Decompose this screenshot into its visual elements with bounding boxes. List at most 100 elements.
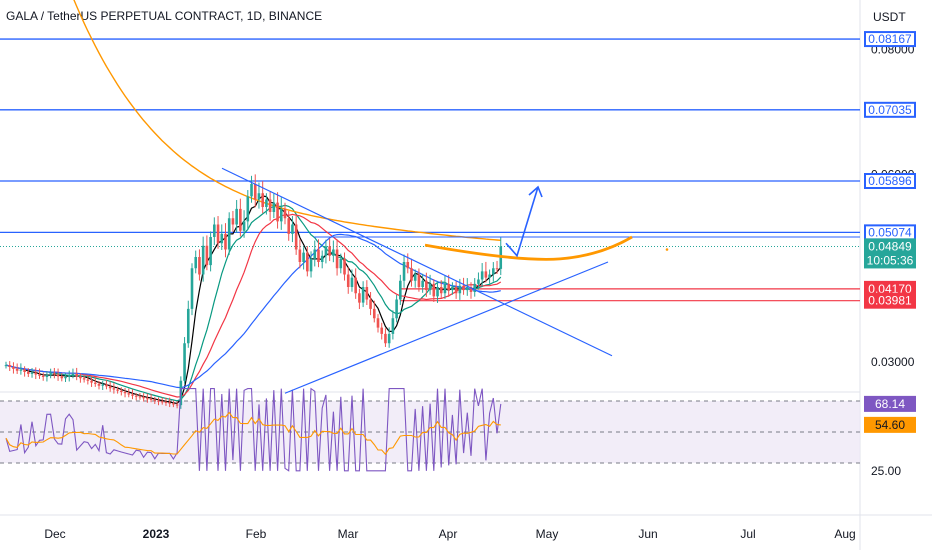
currency-label: USDT bbox=[873, 10, 906, 24]
candle-body bbox=[160, 401, 164, 403]
candle-body bbox=[164, 402, 168, 403]
candle-body bbox=[276, 202, 279, 222]
candle-body bbox=[265, 199, 268, 207]
candle-body bbox=[38, 374, 41, 376]
price-tag-badge bbox=[864, 292, 916, 309]
candle-body bbox=[384, 333, 387, 344]
interval[interactable]: 1D bbox=[246, 9, 263, 23]
price-tag-label: 0.04170 bbox=[868, 282, 912, 296]
candle-body bbox=[213, 224, 216, 237]
candle-body bbox=[313, 249, 317, 259]
candle-body bbox=[97, 383, 101, 386]
candle-body bbox=[112, 388, 116, 390]
candle-body bbox=[320, 255, 324, 262]
candle-body bbox=[294, 224, 298, 250]
candle-body bbox=[79, 376, 82, 379]
candle-body bbox=[120, 390, 123, 392]
candle-body bbox=[67, 375, 71, 377]
candle-body bbox=[421, 280, 424, 287]
candle-body bbox=[242, 221, 246, 231]
candle-body bbox=[53, 373, 56, 375]
price-tag-inner bbox=[866, 175, 914, 187]
candle-body bbox=[413, 274, 417, 281]
candle-body bbox=[201, 245, 205, 275]
projection-curve bbox=[424, 235, 633, 261]
candle-body bbox=[365, 287, 369, 300]
candle-body bbox=[34, 372, 38, 375]
candle-body bbox=[194, 257, 198, 269]
candle-body bbox=[168, 402, 171, 404]
candle-body bbox=[488, 274, 491, 278]
time-tick-label: Apr bbox=[439, 527, 458, 541]
exchange: BINANCE bbox=[268, 9, 323, 23]
candle-body bbox=[27, 372, 30, 374]
ma-blue-line bbox=[5, 233, 501, 389]
candle-body bbox=[90, 380, 93, 383]
projection-arrowhead bbox=[528, 185, 543, 198]
candle-body bbox=[227, 218, 231, 250]
candle-body bbox=[142, 397, 145, 399]
price-tag-label: 0.08167 bbox=[868, 32, 912, 46]
chart-title: GALA / TetherUS PERPETUAL CONTRACT, 1D, … bbox=[6, 9, 323, 23]
ma-black-line bbox=[5, 195, 502, 405]
ma200-line bbox=[73, 0, 501, 241]
candle-body bbox=[23, 369, 26, 372]
candle-body bbox=[220, 233, 224, 244]
time-tick-label: Jun bbox=[638, 527, 657, 541]
candle-body bbox=[71, 373, 75, 376]
time-tick-label: Mar bbox=[338, 527, 359, 541]
time-tick-label: Dec bbox=[44, 527, 65, 541]
candle-body bbox=[332, 249, 335, 256]
candle-body bbox=[350, 277, 354, 287]
candle-body bbox=[186, 308, 190, 344]
time-tick-label: Aug bbox=[834, 527, 855, 541]
candle-body bbox=[495, 268, 499, 270]
candle-body bbox=[60, 376, 64, 379]
candle-body bbox=[380, 327, 384, 334]
price-tag-label: 0.05896 bbox=[868, 174, 912, 188]
candle-body bbox=[477, 279, 480, 284]
candle-body bbox=[41, 375, 45, 377]
candle-body bbox=[108, 386, 112, 389]
candle-body bbox=[346, 274, 350, 287]
symbol-name: GALA / TetherUS PERPETUAL CONTRACT bbox=[6, 9, 241, 23]
candle-body bbox=[250, 183, 253, 197]
candle-body bbox=[465, 287, 469, 291]
candle-body bbox=[462, 285, 465, 291]
descending-trendline bbox=[221, 167, 613, 357]
ma-red-line bbox=[5, 213, 502, 398]
candle-body bbox=[317, 249, 320, 262]
rsi-tick-label: 25.00 bbox=[871, 464, 901, 478]
rsi-value-badge bbox=[864, 395, 916, 412]
candle-body bbox=[417, 274, 421, 287]
candle-body bbox=[146, 398, 149, 400]
candle-body bbox=[287, 218, 291, 234]
candle-body bbox=[309, 258, 313, 272]
candle-body bbox=[198, 257, 201, 275]
time-tick-label: 2023 bbox=[143, 527, 170, 541]
candle-body bbox=[183, 343, 186, 381]
candle-body bbox=[12, 367, 15, 369]
rsi-ma-badge bbox=[864, 416, 916, 433]
candle-body bbox=[157, 400, 160, 402]
ascending-trendline bbox=[284, 261, 609, 394]
time-tick-label: May bbox=[536, 527, 559, 541]
candle-body bbox=[428, 283, 432, 291]
candle-body bbox=[358, 293, 361, 303]
price-tick-label: 0.03000 bbox=[871, 355, 915, 369]
candle-body bbox=[492, 268, 495, 275]
candle-body bbox=[302, 252, 305, 262]
candle-body bbox=[425, 280, 428, 291]
candle-body bbox=[30, 372, 34, 374]
candle-body bbox=[261, 193, 264, 207]
candle-body bbox=[205, 245, 209, 266]
candle-body bbox=[480, 271, 484, 280]
candle-body bbox=[439, 287, 443, 294]
candle-body bbox=[473, 283, 477, 292]
rsi-line bbox=[5, 387, 502, 472]
price-tag-inner bbox=[866, 103, 914, 116]
candle-body bbox=[56, 374, 60, 377]
candle-body bbox=[343, 258, 346, 275]
time-tick-label: Jul bbox=[740, 527, 755, 541]
